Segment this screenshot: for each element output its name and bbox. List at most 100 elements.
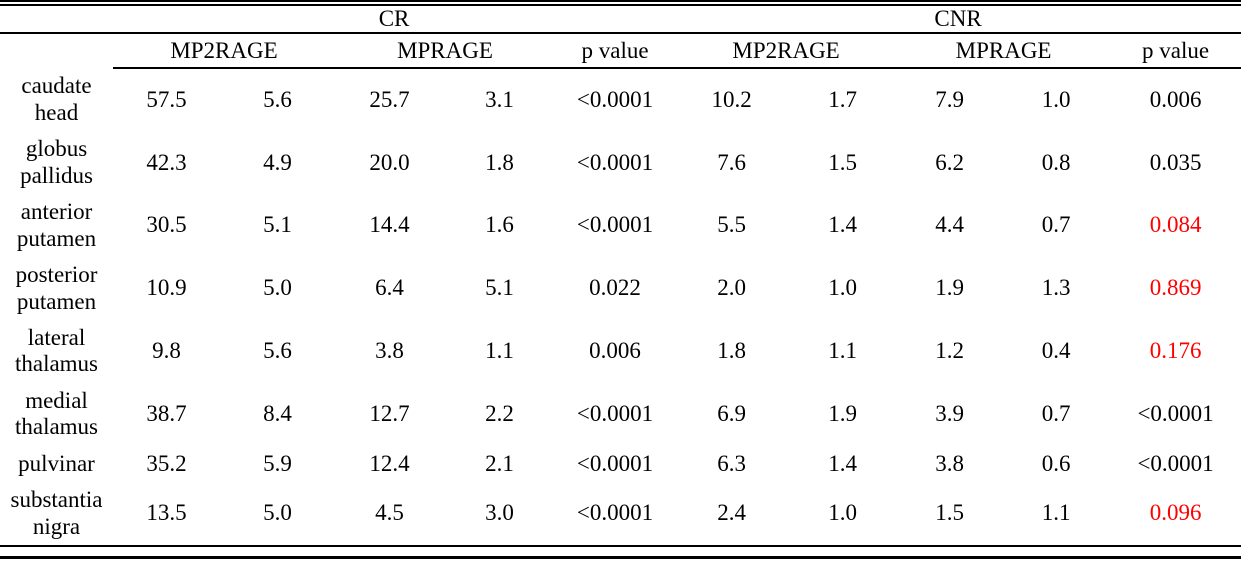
value-cell: 0.8 bbox=[1041, 149, 1071, 175]
value-cell: 1.0 bbox=[1041, 87, 1071, 113]
value-cell: 5.1 bbox=[485, 275, 514, 301]
cr-p-value-cell: <0.0001 bbox=[576, 149, 654, 175]
value-cell: 12.7 bbox=[369, 401, 410, 427]
value-cell: 5.0 bbox=[263, 275, 292, 301]
value-cell: 4.4 bbox=[935, 212, 964, 238]
value-cell: 6.4 bbox=[375, 275, 404, 301]
value-cell: 35.2 bbox=[146, 450, 187, 476]
value-cell: 5.6 bbox=[263, 338, 292, 364]
region-label: anterior putamen bbox=[16, 199, 97, 251]
cr-p-value-cell: <0.0001 bbox=[576, 450, 654, 476]
value-cell: 1.5 bbox=[897, 482, 1003, 547]
value-cell: 1.9 bbox=[935, 275, 964, 301]
value-cell: 1.1 bbox=[1002, 482, 1111, 547]
table-top-double-rule bbox=[0, 0, 1241, 6]
value-cell: 8.4 bbox=[263, 401, 292, 427]
value-cell: 0.4 bbox=[1041, 338, 1071, 364]
value-cell: 4.5 bbox=[335, 482, 444, 547]
empty-corner-cell bbox=[0, 6, 113, 35]
value-cell: 2.4 bbox=[675, 482, 789, 547]
value-cell: 5.6 bbox=[263, 87, 292, 113]
value-cell: 42.3 bbox=[146, 149, 187, 175]
value-cell: 1.8 bbox=[485, 149, 514, 175]
cnr-p-value-cell: 0.084 bbox=[1149, 212, 1202, 238]
value-cell: 1.0 bbox=[828, 275, 857, 301]
cr-p-value-cell: <0.0001 bbox=[555, 482, 676, 547]
region-label: substantia nigra bbox=[0, 482, 113, 547]
region-label: medial thalamus bbox=[14, 387, 99, 440]
value-cell: 3.0 bbox=[444, 482, 555, 547]
group-header-cr: CR bbox=[113, 6, 676, 35]
value-cell: 9.8 bbox=[152, 338, 181, 364]
value-cell: 7.9 bbox=[935, 87, 964, 113]
value-cell: 0.7 bbox=[1041, 401, 1071, 427]
value-cell: 2.2 bbox=[485, 401, 514, 427]
value-cell: 3.8 bbox=[375, 338, 404, 364]
table-row: lateral thalamus 9.8 5.6 3.8 1.1 0.006 1.8 1.1 1… bbox=[0, 320, 1241, 383]
value-cell: 1.1 bbox=[828, 338, 857, 364]
table-body: caudate head 57.5 5.6 25.7 3.1 <0.0001 10.2 1.7… bbox=[0, 68, 1241, 547]
empty-label-header-cell bbox=[0, 33, 113, 68]
value-cell: 2.0 bbox=[717, 275, 746, 301]
value-cell: 1.5 bbox=[828, 149, 857, 175]
value-cell: 30.5 bbox=[146, 212, 187, 238]
group-header-row: CR CNR bbox=[0, 6, 1241, 35]
table-row: caudate head 57.5 5.6 25.7 3.1 <0.0001 10.2 1.7… bbox=[0, 68, 1241, 131]
cr-p-value-cell: <0.0001 bbox=[576, 87, 654, 113]
value-cell: 57.5 bbox=[146, 87, 187, 113]
value-cell: 1.2 bbox=[935, 338, 964, 364]
value-cell: 1.4 bbox=[828, 450, 857, 476]
region-label: caudate head bbox=[21, 73, 92, 125]
value-cell: 1.3 bbox=[1041, 275, 1071, 301]
table-row: pulvinar 35.2 5.9 12.4 2.1 <0.0001 6.3 1.4 3.8 0.… bbox=[0, 446, 1241, 482]
cr-p-value-cell: <0.0001 bbox=[576, 401, 654, 427]
value-cell: 3.9 bbox=[935, 401, 964, 427]
value-cell: 1.1 bbox=[485, 338, 514, 364]
value-cell: 1.8 bbox=[717, 338, 746, 364]
sub-header-cr-p-value: p value bbox=[555, 33, 676, 70]
sub-header-cnr-mprage: MPRAGE bbox=[897, 33, 1111, 70]
value-cell: 20.0 bbox=[369, 149, 410, 175]
region-label: posterior putamen bbox=[15, 262, 98, 314]
cnr-p-value-cell: 0.035 bbox=[1149, 149, 1202, 175]
cnr-p-value-cell: 0.869 bbox=[1149, 275, 1202, 301]
value-cell: 4.9 bbox=[263, 149, 292, 175]
cnr-p-value-cell: 0.176 bbox=[1149, 338, 1202, 364]
cr-p-value-cell: <0.0001 bbox=[576, 212, 654, 238]
cnr-p-value-cell: <0.0001 bbox=[1137, 450, 1214, 476]
value-cell: 1.9 bbox=[828, 401, 857, 427]
value-cell: 14.4 bbox=[369, 212, 410, 238]
table-row: globus pallidus 42.3 4.9 20.0 1.8 <0.0001 7.6 1… bbox=[0, 131, 1241, 194]
value-cell: 10.9 bbox=[146, 275, 187, 301]
table-bottom-second-rule bbox=[0, 556, 1241, 559]
cr-p-value-cell: 0.006 bbox=[589, 338, 641, 364]
sub-header-cnr-p-value: p value bbox=[1110, 33, 1241, 70]
value-cell: 38.7 bbox=[146, 401, 187, 427]
sub-header-cr-mp2rage: MP2RAGE bbox=[113, 33, 335, 70]
value-cell: 5.5 bbox=[717, 212, 746, 238]
value-cell: 6.3 bbox=[717, 450, 746, 476]
group-header-cnr: CNR bbox=[675, 6, 1241, 35]
value-cell: 6.2 bbox=[935, 149, 964, 175]
value-cell: 1.6 bbox=[485, 212, 514, 238]
value-cell: 3.8 bbox=[935, 450, 964, 476]
value-cell: 2.1 bbox=[485, 450, 514, 476]
region-label: pulvinar bbox=[18, 450, 95, 476]
value-cell: 7.6 bbox=[717, 149, 746, 175]
value-cell: 5.9 bbox=[263, 450, 292, 476]
cnr-p-value-cell: 0.006 bbox=[1149, 87, 1202, 113]
sub-header-row: MP2RAGE MPRAGE p value MP2RAGE MPRAGE p … bbox=[0, 33, 1241, 70]
value-cell: 12.4 bbox=[369, 450, 410, 476]
sub-header-cnr-mp2rage: MP2RAGE bbox=[675, 33, 898, 70]
results-table: CR CNR MP2RAGE MPRAGE p value MP2RAGE MP… bbox=[0, 6, 1241, 547]
value-cell: 3.1 bbox=[485, 87, 514, 113]
table-row: substantia nigra 13.5 5.0 4.5 3.0 <0.0001 2.4 1… bbox=[0, 482, 1241, 547]
cnr-p-value-cell: 0.096 bbox=[1110, 482, 1241, 547]
value-cell: 1.0 bbox=[788, 482, 898, 547]
region-label: lateral thalamus bbox=[14, 324, 99, 377]
value-cell: 0.6 bbox=[1041, 450, 1071, 476]
value-cell: 25.7 bbox=[369, 87, 410, 113]
cnr-p-value-cell: <0.0001 bbox=[1137, 401, 1214, 427]
cr-p-value-cell: 0.022 bbox=[589, 275, 641, 301]
value-cell: 13.5 bbox=[113, 482, 220, 547]
